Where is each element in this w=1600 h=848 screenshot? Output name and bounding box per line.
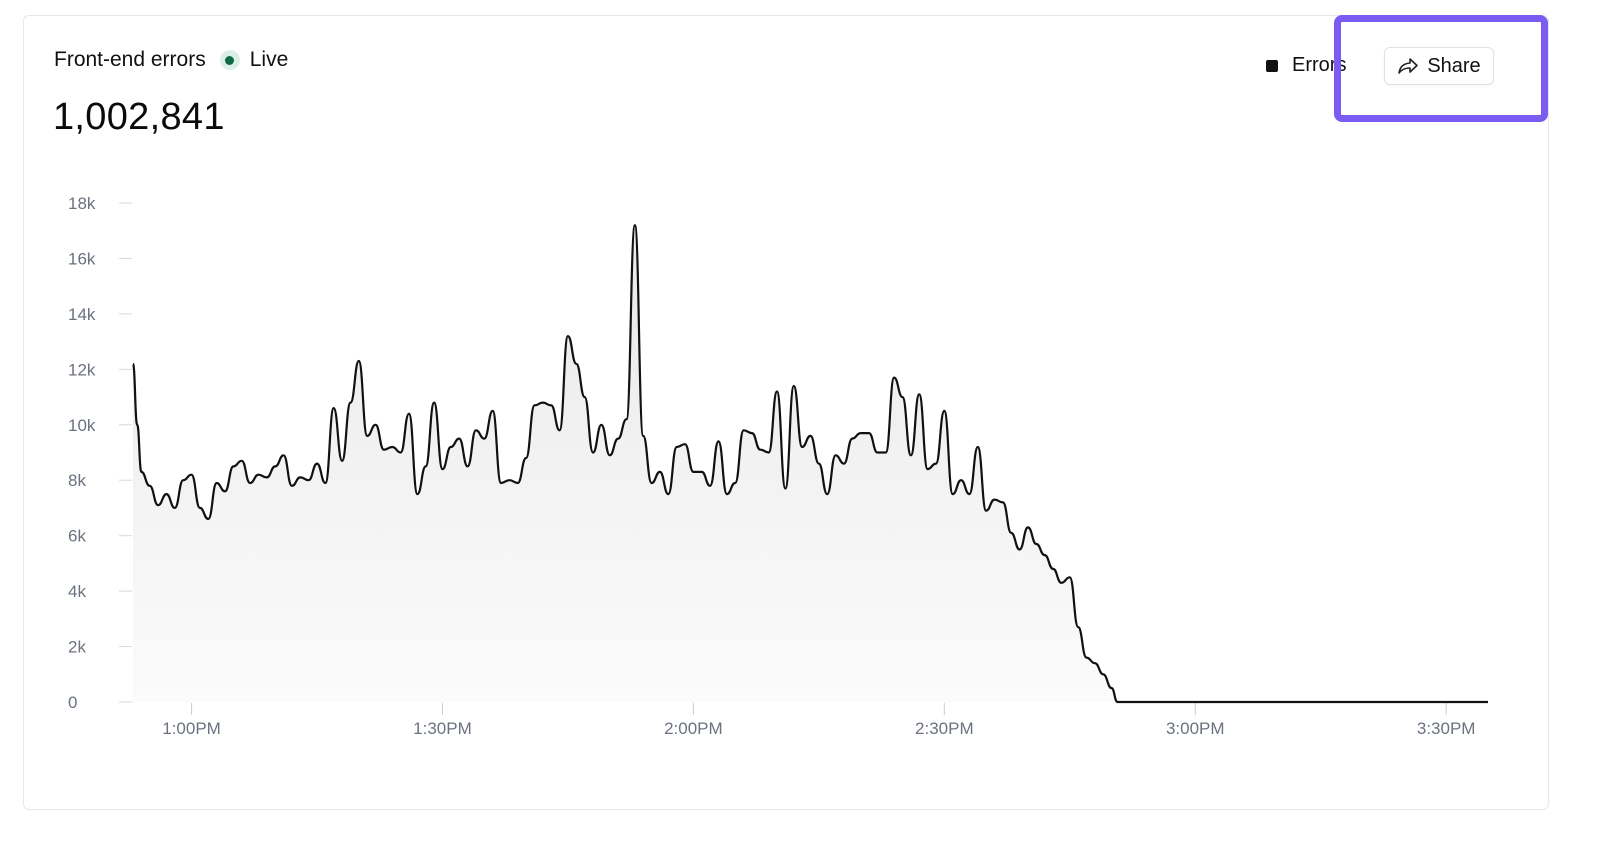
chart-legend: Errors (1266, 54, 1346, 77)
x-tick-label: 3:00PM (1166, 719, 1225, 738)
errors-area (133, 225, 1488, 702)
live-indicator: Live (219, 48, 289, 72)
y-axis: 0 2k 4k 6k 8k 10k 12k 14k 16k 18k (68, 194, 132, 712)
y-tick-label: 10k (68, 416, 96, 435)
y-tick-label: 4k (68, 582, 86, 601)
y-tick-label: 6k (68, 527, 86, 546)
y-tick-label: 8k (68, 471, 86, 490)
share-label: Share (1427, 54, 1481, 77)
y-tick-label: 0 (68, 693, 77, 712)
live-dot-icon (219, 50, 240, 70)
y-tick-label: 16k (68, 249, 96, 268)
share-arrow-icon (1398, 58, 1419, 74)
y-tick-label: 12k (68, 360, 96, 379)
x-tick-label: 2:00PM (664, 719, 723, 738)
y-tick-label: 18k (68, 194, 96, 213)
errors-series-line (131, 224, 1488, 704)
chart-title: Front-end errors (54, 48, 206, 71)
total-errors-value: 1,002,841 (53, 96, 225, 138)
x-tick-label: 1:30PM (413, 719, 472, 738)
legend-swatch-icon (1266, 59, 1278, 72)
legend-label: Errors (1292, 54, 1347, 76)
x-tick-label: 1:00PM (162, 719, 221, 738)
x-tick-label: 2:30PM (915, 719, 974, 738)
header-row: Front-end errors Live (54, 48, 288, 72)
y-tick-label: 14k (68, 305, 96, 324)
share-button[interactable]: Share (1384, 47, 1494, 85)
live-label: Live (249, 48, 289, 71)
y-tick-label: 2k (68, 638, 86, 657)
x-tick-label: 3:30PM (1417, 719, 1476, 738)
x-axis: 1:00PM 1:30PM 2:00PM 2:30PM 3:00PM 3:30PM (162, 703, 1475, 738)
